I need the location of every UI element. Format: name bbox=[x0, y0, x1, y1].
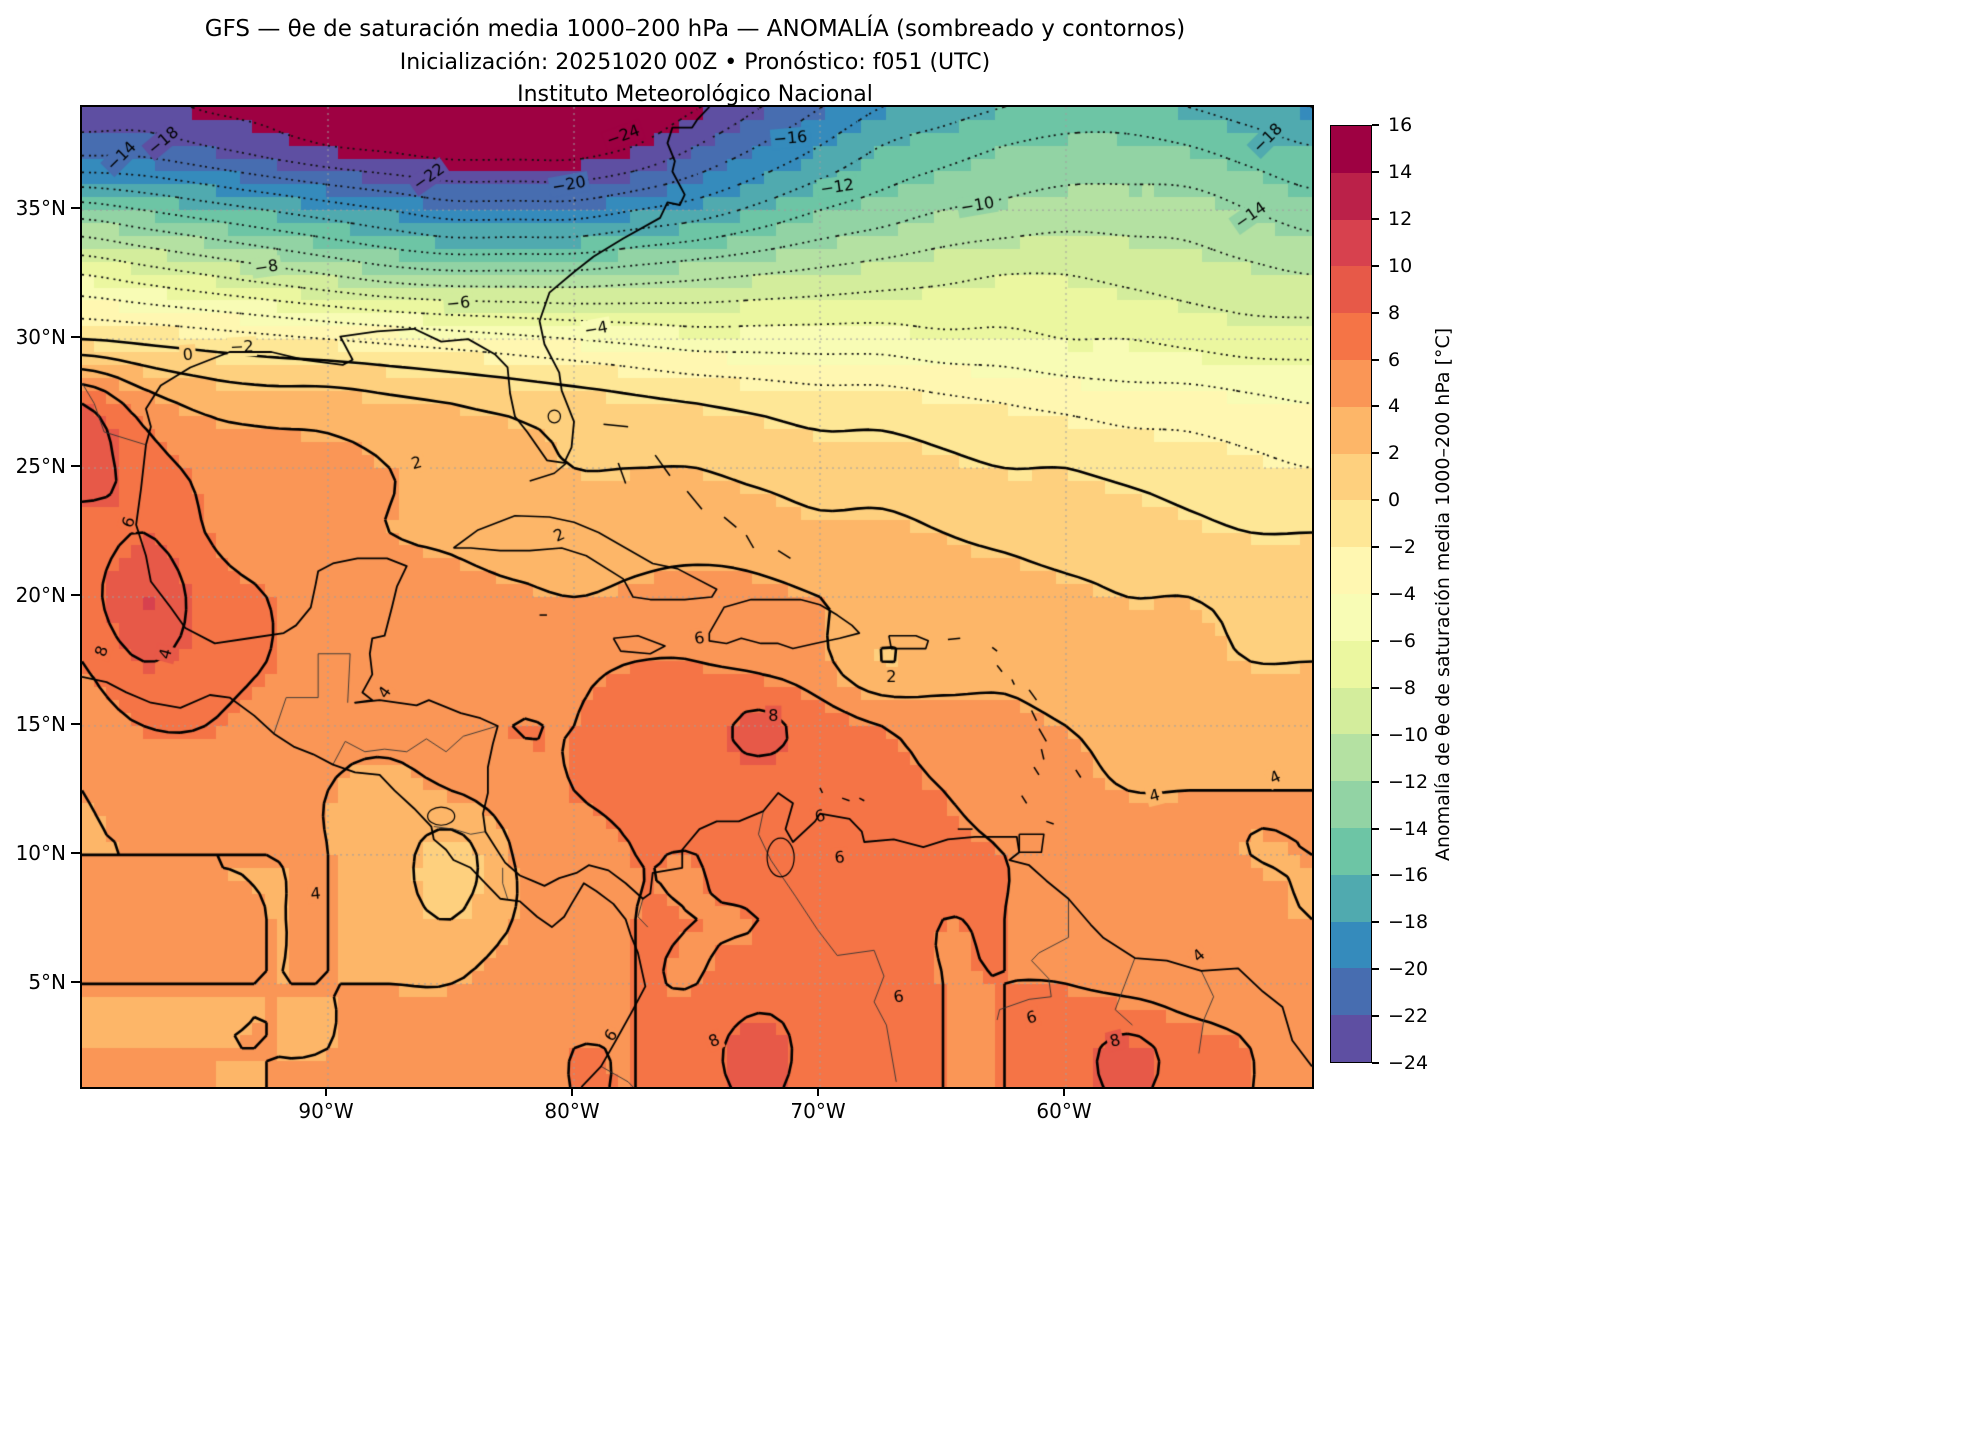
colorbar-tick-label: −20 bbox=[1388, 958, 1429, 981]
y-tick-mark bbox=[71, 336, 80, 339]
colorbar-tick-mark bbox=[1372, 1062, 1379, 1064]
colorbar-tick-mark bbox=[1372, 358, 1379, 361]
colorbar-tick-label: −6 bbox=[1388, 629, 1417, 652]
colorbar-tick-mark bbox=[1372, 499, 1379, 502]
colorbar-tick-label: 10 bbox=[1388, 254, 1413, 277]
colorbar-tick-label: −8 bbox=[1388, 676, 1417, 699]
y-tick-mark bbox=[71, 465, 80, 468]
colorbar-tick-label: 6 bbox=[1388, 348, 1401, 371]
map-canvas bbox=[82, 107, 1312, 1087]
colorbar-tick-label: 14 bbox=[1388, 160, 1413, 183]
y-tick-mark bbox=[71, 207, 80, 210]
colorbar-cell bbox=[1331, 547, 1371, 594]
colorbar-tick-label: −18 bbox=[1388, 911, 1429, 934]
colorbar-cell bbox=[1331, 266, 1371, 314]
colorbar-cell bbox=[1331, 500, 1371, 548]
colorbar-tick-mark bbox=[1372, 405, 1379, 408]
colorbar-tick-label: 4 bbox=[1388, 395, 1401, 418]
y-tick-mark bbox=[71, 980, 80, 983]
colorbar-tick-label: −2 bbox=[1388, 536, 1417, 559]
colorbar-cell bbox=[1331, 874, 1371, 922]
colorbar-tick-label: 12 bbox=[1388, 207, 1413, 230]
colorbar-tick-mark bbox=[1372, 546, 1379, 549]
colorbar-tick-label: −14 bbox=[1388, 817, 1429, 840]
colorbar-cell bbox=[1331, 406, 1371, 454]
colorbar-tick-mark bbox=[1372, 170, 1379, 173]
colorbar-tick-label: 2 bbox=[1388, 442, 1401, 465]
colorbar: 16 14 12 10 8 6 4 2 0 −2 −4 −6 −8 −10 −12 −14 −16 −18 −20 −… bbox=[1330, 114, 1510, 1074]
x-tick-mark bbox=[325, 1087, 327, 1096]
y-tick-mark bbox=[71, 722, 80, 725]
colorbar-cell bbox=[1331, 687, 1371, 735]
colorbar-cell bbox=[1331, 968, 1371, 1016]
colorbar-tick-label: 0 bbox=[1388, 489, 1401, 512]
colorbar-tick-label: −22 bbox=[1388, 1005, 1429, 1028]
colorbar-tick-label: −4 bbox=[1388, 583, 1417, 605]
colorbar-tick-mark bbox=[1372, 827, 1379, 830]
colorbar-tick-mark bbox=[1372, 124, 1379, 126]
colorbar-cell bbox=[1331, 126, 1371, 173]
y-tick-label: 25°N bbox=[15, 454, 66, 479]
x-tick-label: 70°W bbox=[790, 1099, 846, 1123]
y-tick-label: 15°N bbox=[15, 711, 66, 736]
colorbar-tick-label: −16 bbox=[1388, 864, 1429, 887]
x-tick-label: 90°W bbox=[298, 1099, 354, 1123]
colorbar-cell bbox=[1331, 921, 1371, 969]
colorbar-tick-label: −10 bbox=[1388, 723, 1429, 746]
y-tick-label: 35°N bbox=[15, 196, 66, 221]
x-tick-mark bbox=[1063, 1087, 1065, 1096]
colorbar-tick-mark bbox=[1372, 874, 1379, 877]
colorbar-tick-mark bbox=[1372, 639, 1379, 642]
colorbar-tick-mark bbox=[1372, 686, 1379, 689]
colorbar-cell bbox=[1331, 1015, 1371, 1062]
colorbar-cell bbox=[1331, 313, 1371, 360]
x-tick-label: 60°W bbox=[1036, 1099, 1092, 1123]
y-tick-label: 5°N bbox=[28, 969, 66, 994]
colorbar-cell bbox=[1331, 734, 1371, 782]
colorbar-tick-mark bbox=[1372, 217, 1379, 220]
colorbar-tick-mark bbox=[1372, 1015, 1379, 1018]
colorbar-cell bbox=[1331, 219, 1371, 267]
colorbar-cell bbox=[1331, 172, 1371, 220]
page-title: GFS — θe de saturación media 1000–200 hP… bbox=[204, 16, 1186, 42]
colorbar-tick-mark bbox=[1372, 593, 1379, 595]
y-tick-label: 20°N bbox=[15, 583, 66, 607]
colorbar-tick-mark bbox=[1372, 733, 1379, 736]
colorbar-cell bbox=[1331, 593, 1371, 641]
colorbar-tick-label: 16 bbox=[1388, 114, 1413, 136]
y-tick-mark bbox=[71, 851, 80, 854]
colorbar-tick-mark bbox=[1372, 452, 1379, 455]
colorbar-tick-label: −24 bbox=[1388, 1052, 1429, 1074]
colorbar-tick-mark bbox=[1372, 921, 1379, 924]
colorbar-title: Anomalía de θe de saturación media 1000–… bbox=[1432, 327, 1454, 861]
colorbar-cell bbox=[1331, 453, 1371, 501]
colorbar-tick-label: −12 bbox=[1388, 770, 1429, 793]
colorbar-tick-mark bbox=[1372, 311, 1379, 314]
y-tick-mark bbox=[71, 594, 80, 596]
x-tick-mark bbox=[817, 1087, 819, 1096]
colorbar-tick-mark bbox=[1372, 780, 1379, 783]
colorbar-cell bbox=[1331, 781, 1371, 828]
colorbar-cells bbox=[1330, 125, 1372, 1063]
map-plot-area bbox=[80, 105, 1314, 1089]
colorbar-tick-mark bbox=[1372, 968, 1379, 971]
subtitle-run-info: Inicialización: 20251020 00Z • Pronóstic… bbox=[399, 50, 991, 75]
y-tick-label: 10°N bbox=[15, 840, 66, 865]
colorbar-tick-mark bbox=[1372, 264, 1379, 267]
colorbar-tick-label: 8 bbox=[1388, 301, 1401, 324]
colorbar-cell bbox=[1331, 827, 1371, 875]
subtitle-institute: Instituto Meteorológico Nacional bbox=[517, 82, 873, 107]
colorbar-cell bbox=[1331, 640, 1371, 688]
colorbar-cell bbox=[1331, 359, 1371, 407]
x-tick-mark bbox=[571, 1087, 573, 1096]
y-tick-label: 30°N bbox=[15, 325, 66, 350]
x-tick-label: 80°W bbox=[544, 1099, 600, 1123]
